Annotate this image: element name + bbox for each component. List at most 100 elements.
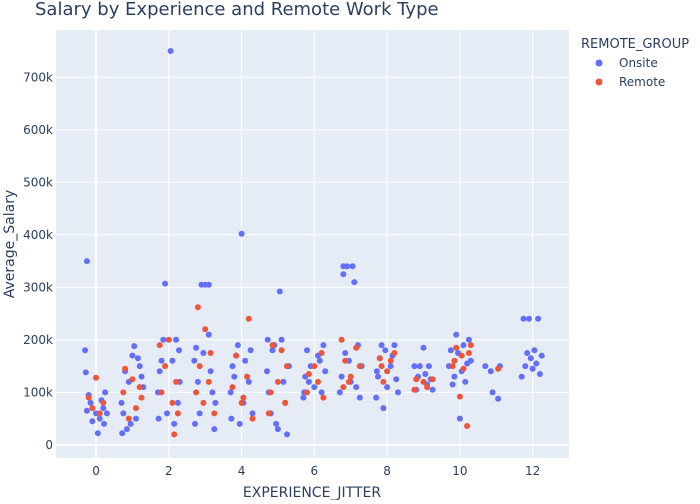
data-point[interactable]	[316, 357, 323, 364]
data-point[interactable]	[340, 384, 347, 391]
data-point[interactable]	[462, 378, 469, 385]
data-point[interactable]	[234, 342, 241, 349]
data-point[interactable]	[156, 342, 163, 349]
data-point[interactable]	[264, 336, 271, 343]
data-point[interactable]	[191, 357, 198, 364]
data-point[interactable]	[276, 288, 283, 295]
data-point[interactable]	[524, 350, 531, 356]
data-point[interactable]	[229, 384, 236, 391]
data-point[interactable]	[411, 363, 418, 370]
data-point[interactable]	[136, 384, 143, 391]
data-point[interactable]	[522, 363, 529, 370]
data-point[interactable]	[138, 394, 145, 401]
data-point[interactable]	[467, 357, 474, 364]
data-point[interactable]	[85, 394, 92, 401]
data-point[interactable]	[453, 344, 460, 351]
data-point[interactable]	[173, 378, 180, 385]
data-point[interactable]	[411, 386, 418, 393]
data-point[interactable]	[465, 336, 472, 343]
data-point[interactable]	[82, 369, 89, 376]
data-point[interactable]	[353, 344, 360, 351]
data-point[interactable]	[347, 373, 354, 380]
data-point[interactable]	[229, 363, 236, 370]
data-point[interactable]	[284, 363, 290, 370]
data-point[interactable]	[282, 399, 289, 406]
data-point[interactable]	[536, 371, 543, 377]
legend-item-onsite[interactable]: Onsite	[595, 56, 658, 70]
data-point[interactable]	[318, 389, 325, 396]
data-point[interactable]	[353, 384, 360, 391]
data-point[interactable]	[520, 315, 527, 322]
data-point[interactable]	[342, 350, 349, 356]
data-point[interactable]	[136, 363, 143, 370]
data-point[interactable]	[200, 350, 207, 356]
data-point[interactable]	[119, 430, 126, 437]
data-point[interactable]	[458, 352, 465, 359]
data-point[interactable]	[533, 360, 540, 367]
data-point[interactable]	[305, 371, 312, 377]
data-point[interactable]	[162, 280, 169, 287]
data-point[interactable]	[378, 342, 385, 349]
data-point[interactable]	[231, 373, 238, 380]
data-point[interactable]	[453, 331, 460, 338]
data-point[interactable]	[118, 399, 125, 406]
data-point[interactable]	[351, 279, 358, 286]
data-point[interactable]	[318, 350, 325, 356]
data-point[interactable]	[531, 347, 538, 354]
data-point[interactable]	[456, 415, 463, 422]
data-point[interactable]	[311, 384, 318, 391]
data-point[interactable]	[320, 342, 327, 349]
data-point[interactable]	[194, 304, 201, 311]
data-point[interactable]	[160, 336, 167, 343]
data-point[interactable]	[238, 399, 245, 406]
data-point[interactable]	[429, 376, 436, 383]
data-point[interactable]	[378, 363, 385, 370]
data-point[interactable]	[83, 407, 90, 414]
data-point[interactable]	[123, 426, 130, 433]
data-point[interactable]	[349, 263, 356, 270]
data-point[interactable]	[228, 415, 235, 422]
data-point[interactable]	[342, 357, 349, 364]
data-point[interactable]	[373, 368, 380, 375]
data-point[interactable]	[338, 373, 345, 380]
data-point[interactable]	[284, 431, 290, 438]
data-point[interactable]	[171, 420, 178, 427]
data-point[interactable]	[375, 373, 381, 380]
data-point[interactable]	[305, 378, 312, 385]
data-point[interactable]	[264, 368, 270, 375]
data-point[interactable]	[451, 357, 458, 364]
data-point[interactable]	[238, 230, 245, 237]
data-point[interactable]	[89, 418, 96, 425]
data-point[interactable]	[344, 263, 351, 270]
data-point[interactable]	[192, 420, 198, 427]
data-point[interactable]	[169, 399, 176, 406]
data-point[interactable]	[380, 378, 387, 385]
data-point[interactable]	[273, 420, 280, 427]
data-point[interactable]	[482, 363, 489, 370]
data-point[interactable]	[129, 352, 136, 359]
data-point[interactable]	[134, 355, 141, 362]
data-point[interactable]	[495, 395, 502, 402]
data-point[interactable]	[274, 378, 281, 385]
data-point[interactable]	[382, 347, 389, 354]
data-point[interactable]	[336, 389, 343, 396]
data-point[interactable]	[380, 405, 387, 412]
data-point[interactable]	[527, 355, 534, 362]
data-point[interactable]	[174, 399, 181, 406]
data-point[interactable]	[209, 389, 216, 396]
legend-item-remote[interactable]: Remote	[595, 75, 666, 89]
data-point[interactable]	[202, 326, 209, 333]
data-point[interactable]	[158, 389, 165, 396]
data-point[interactable]	[449, 381, 456, 388]
data-point[interactable]	[156, 368, 163, 375]
data-point[interactable]	[413, 376, 420, 383]
data-point[interactable]	[384, 368, 391, 375]
data-point[interactable]	[384, 384, 391, 391]
data-point[interactable]	[236, 420, 243, 427]
data-point[interactable]	[267, 389, 274, 396]
data-point[interactable]	[96, 410, 103, 417]
data-point[interactable]	[304, 347, 310, 354]
data-point[interactable]	[322, 368, 329, 375]
data-point[interactable]	[133, 415, 139, 422]
data-point[interactable]	[171, 431, 178, 438]
